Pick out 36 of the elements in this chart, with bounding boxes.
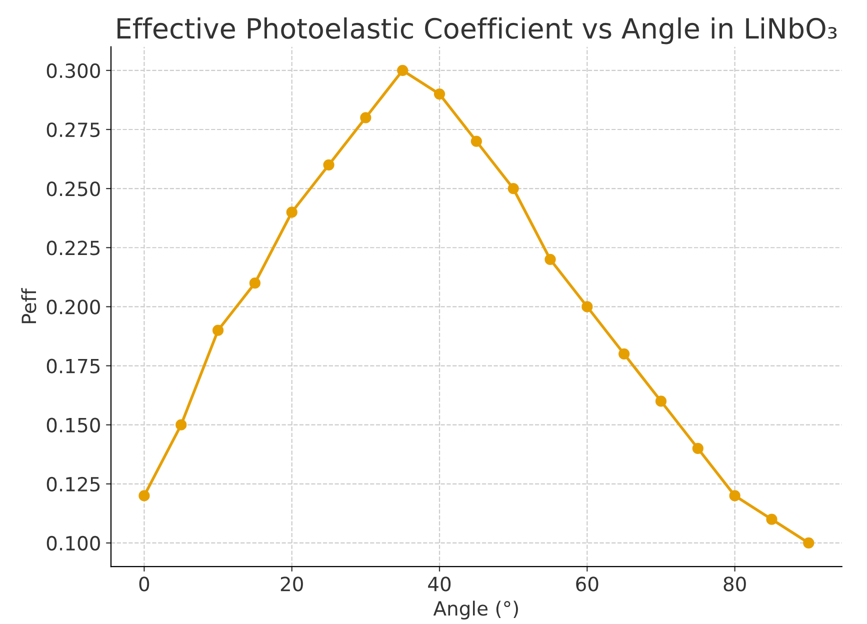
chart-title: Effective Photoelastic Coefficient vs Angle in LiNbO₃ xyxy=(118,17,837,44)
y-tick-label: 0.150 xyxy=(46,418,100,432)
point xyxy=(434,88,446,100)
y-tick-label: 0.200 xyxy=(46,300,100,314)
point xyxy=(729,490,740,502)
point xyxy=(766,514,778,525)
x-tick-label: 40 xyxy=(428,576,451,592)
point xyxy=(212,324,224,336)
point xyxy=(544,254,556,265)
y-tick-label: 0.125 xyxy=(46,476,100,492)
x-tick-label: 0 xyxy=(139,576,150,592)
point xyxy=(397,64,408,76)
point xyxy=(323,159,334,170)
x-axis-title: Angle (°) xyxy=(433,600,518,620)
point xyxy=(249,278,260,289)
point xyxy=(692,442,704,454)
point xyxy=(508,183,519,194)
y-tick-label: 0.275 xyxy=(46,122,100,138)
point xyxy=(470,136,482,147)
y-tick-label: 0.225 xyxy=(46,240,100,256)
y-tick-label: 0.300 xyxy=(46,63,100,78)
y-axis-title: Peff xyxy=(21,288,36,324)
point xyxy=(286,206,298,218)
point xyxy=(582,301,593,312)
x-tick-label: 20 xyxy=(280,576,303,592)
y-tick-label: 0.100 xyxy=(46,536,100,551)
point xyxy=(618,348,630,360)
x-tick-label: 80 xyxy=(724,576,746,592)
point xyxy=(138,490,150,502)
point xyxy=(803,537,814,549)
y-tick-label: 0.250 xyxy=(46,182,100,196)
point xyxy=(176,419,187,430)
point xyxy=(655,396,667,407)
y-tick-label: 0.175 xyxy=(46,358,100,374)
point xyxy=(360,112,372,124)
x-tick-label: 60 xyxy=(576,576,598,592)
